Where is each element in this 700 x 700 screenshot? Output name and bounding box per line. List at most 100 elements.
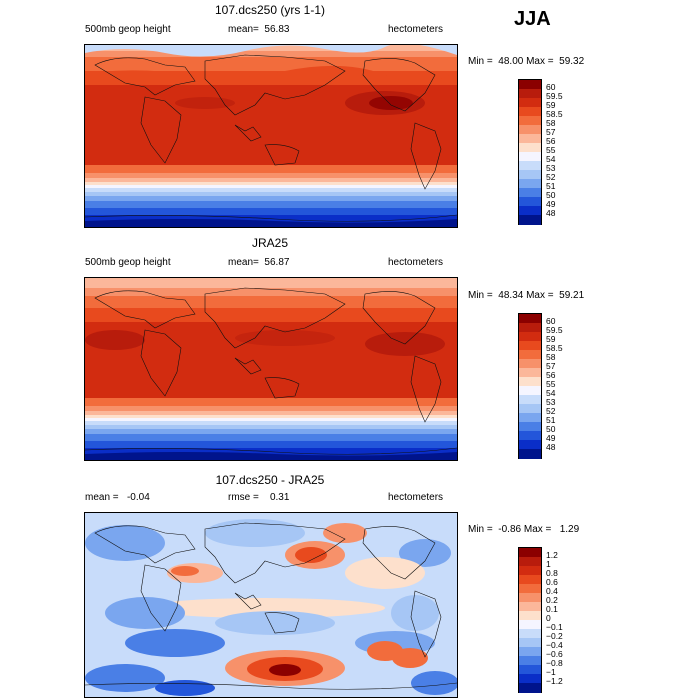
colorbar-label: 56 (546, 136, 556, 146)
colorbar-label: 0.8 (546, 568, 558, 578)
colorbar-swatch (519, 395, 541, 405)
panel-2-minmax: Min = 48.34 Max = 59.21 (468, 290, 585, 301)
colorbar-swatch (519, 152, 541, 162)
panel-1-mean: mean= 56.83 (228, 24, 290, 35)
colorbar-label: 0.4 (546, 586, 558, 596)
colorbar-swatch (519, 206, 541, 216)
colorbar-label: 58 (546, 352, 556, 362)
colorbar-swatch (519, 89, 541, 99)
colorbar-label: 53 (546, 163, 556, 173)
colorbar-label: 0.6 (546, 577, 558, 587)
colorbar-label: 54 (546, 388, 556, 398)
colorbar-label: 57 (546, 361, 556, 371)
panel-2-mean: mean= 56.87 (228, 257, 290, 268)
colorbar-label: 49 (546, 433, 556, 443)
colorbar-swatch (519, 197, 541, 207)
panel-2-colorbar (518, 313, 542, 459)
colorbar-label: 0.2 (546, 595, 558, 605)
season-label: JJA (514, 8, 551, 30)
colorbar-label: −1 (546, 667, 556, 677)
colorbar-swatch (519, 170, 541, 180)
colorbar-swatch (519, 368, 541, 378)
colorbar-swatch (519, 188, 541, 198)
colorbar-swatch (519, 557, 541, 567)
panel-2-map-svg (85, 278, 457, 460)
panel-1-colorbar (518, 79, 542, 225)
panel-3-colorbar (518, 547, 542, 693)
colorbar-label: 51 (546, 415, 556, 425)
colorbar-swatch (519, 683, 541, 693)
colorbar-swatch (519, 656, 541, 666)
colorbar-label: 60 (546, 316, 556, 326)
colorbar-swatch (519, 125, 541, 135)
colorbar-label: 52 (546, 406, 556, 416)
colorbar-label: 59 (546, 100, 556, 110)
colorbar-swatch (519, 665, 541, 675)
colorbar-swatch (519, 629, 541, 639)
colorbar-swatch (519, 179, 541, 189)
colorbar-label: 0.1 (546, 604, 558, 614)
colorbar-swatch (519, 440, 541, 450)
panel-3-mean: mean = -0.04 (85, 492, 150, 503)
panel-2-map (84, 277, 458, 461)
colorbar-swatch (519, 674, 541, 684)
colorbar-swatch (519, 647, 541, 657)
panel-3-units: hectometers (388, 492, 444, 503)
colorbar-swatch (519, 575, 541, 585)
colorbar-swatch (519, 323, 541, 333)
colorbar-label: 57 (546, 127, 556, 137)
panel-3-minmax: Min = -0.86 Max = 1.29 (468, 524, 580, 535)
colorbar-swatch (519, 611, 541, 621)
colorbar-label: −0.2 (546, 631, 563, 641)
colorbar-label: 56 (546, 370, 556, 380)
colorbar-swatch (519, 314, 541, 324)
colorbar-swatch (519, 602, 541, 612)
colorbar-swatch (519, 620, 541, 630)
colorbar-swatch (519, 350, 541, 360)
colorbar-label: 1 (546, 559, 551, 569)
colorbar-swatch (519, 413, 541, 423)
panel-3-map (84, 512, 458, 698)
colorbar-label: −0.8 (546, 658, 563, 668)
colorbar-swatch (519, 431, 541, 441)
colorbar-swatch (519, 215, 541, 225)
colorbar-swatch (519, 107, 541, 117)
colorbar-label: 51 (546, 181, 556, 191)
colorbar-label: 0 (546, 613, 551, 623)
colorbar-swatch (519, 404, 541, 414)
colorbar-label: 50 (546, 190, 556, 200)
panel-2-title: JRA25 (251, 236, 289, 250)
colorbar-swatch (519, 98, 541, 108)
panel-2-field-label: 500mb geop height (85, 257, 171, 268)
colorbar-label: 60 (546, 82, 556, 92)
colorbar-swatch (519, 377, 541, 387)
colorbar-label: 52 (546, 172, 556, 182)
panel-3-colorbar-labels: 1.2 1 0.8 0.6 0.4 0.2 0.1 0 −0.1 −0.2 −0.4 −0.6 −0.8… (546, 547, 586, 691)
colorbar-label: 48 (546, 208, 556, 218)
panel-3-map-svg (85, 513, 457, 697)
colorbar-label: −0.1 (546, 622, 563, 632)
panel-1-minmax: Min = 48.00 Max = 59.32 (468, 56, 585, 67)
colorbar-swatch (519, 593, 541, 603)
colorbar-swatch (519, 422, 541, 432)
panel-1-field-label: 500mb geop height (85, 24, 171, 35)
panel-1-colorbar-labels: 60 59.5 59 58.5 58 57 56 55 54 53 52 51 50 49 48 (546, 79, 586, 223)
colorbar-label: −0.6 (546, 649, 563, 659)
colorbar-label: 53 (546, 397, 556, 407)
colorbar-swatch (519, 116, 541, 126)
colorbar-swatch (519, 161, 541, 171)
panel-1-map (84, 44, 458, 228)
colorbar-swatch (519, 332, 541, 342)
panel-1-map-svg (85, 45, 457, 227)
colorbar-label: 59.5 (546, 325, 563, 335)
panel-2-units: hectometers (388, 257, 444, 268)
colorbar-swatch (519, 566, 541, 576)
colorbar-swatch (519, 548, 541, 558)
colorbar-label: 1.2 (546, 550, 558, 560)
colorbar-swatch (519, 80, 541, 90)
colorbar-swatch (519, 449, 541, 459)
colorbar-label: 59 (546, 334, 556, 344)
colorbar-swatch (519, 341, 541, 351)
colorbar-label: 50 (546, 424, 556, 434)
colorbar-swatch (519, 359, 541, 369)
